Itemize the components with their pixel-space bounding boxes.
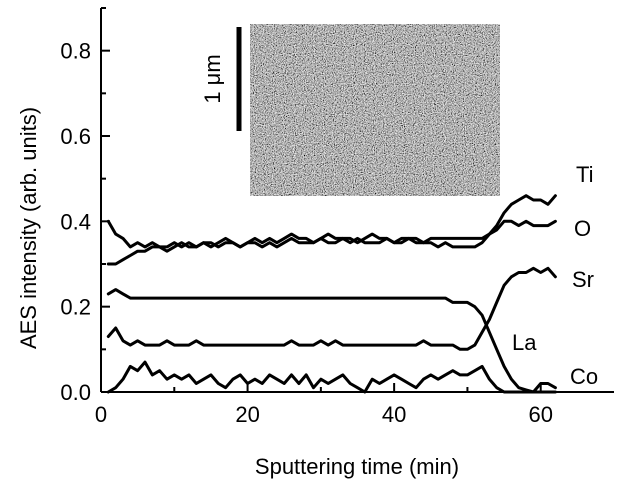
y-axis-ticks: 0.0 0.2 0.4 0.6 0.8 bbox=[60, 7, 110, 405]
x-tick-label: 0 bbox=[95, 402, 107, 427]
series-line-la bbox=[106, 288, 557, 394]
y-tick-label: 0.8 bbox=[60, 39, 91, 64]
series-label-ti: Ti bbox=[576, 162, 594, 187]
micrograph-image bbox=[250, 24, 500, 196]
series-line-ti bbox=[106, 194, 557, 266]
x-tick-label: 60 bbox=[528, 402, 552, 427]
y-tick-label: 0.0 bbox=[60, 380, 91, 405]
series-line-co bbox=[106, 360, 557, 394]
series-label-co: Co bbox=[570, 364, 598, 389]
y-tick-label: 0.6 bbox=[60, 124, 91, 149]
series-label-la: La bbox=[512, 330, 537, 355]
series-label-o: O bbox=[574, 216, 591, 241]
y-tick-label: 0.4 bbox=[60, 209, 91, 234]
y-axis-title: AES intensity (arb. units) bbox=[16, 107, 41, 349]
series-line-o bbox=[106, 219, 557, 253]
scale-bar-label: 1 μm bbox=[200, 54, 225, 103]
data-series bbox=[106, 194, 557, 394]
x-tick-label: 20 bbox=[235, 402, 259, 427]
series-line-sr bbox=[106, 266, 557, 351]
inset-micrograph bbox=[250, 24, 500, 196]
y-tick-label: 0.2 bbox=[60, 295, 91, 320]
x-axis-title: Sputtering time (min) bbox=[255, 454, 459, 479]
x-tick-label: 40 bbox=[382, 402, 406, 427]
x-axis-ticks: 0 20 40 60 bbox=[95, 383, 553, 427]
series-label-sr: Sr bbox=[572, 267, 594, 292]
